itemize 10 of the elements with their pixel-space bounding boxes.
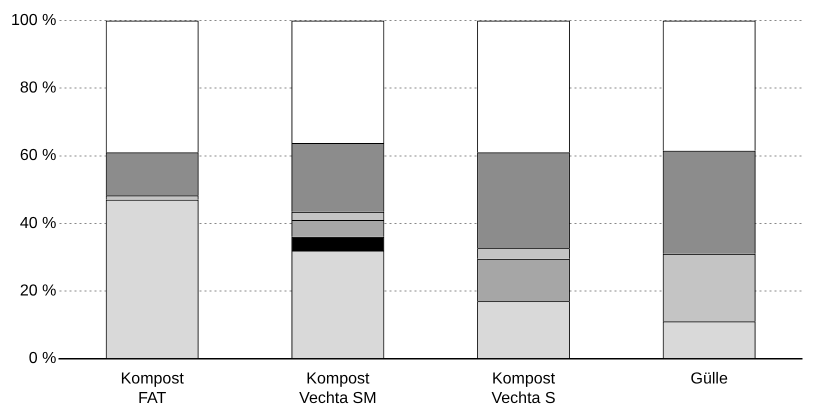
y-tick-label: 0 %	[28, 350, 56, 368]
y-tick-label: 80 %	[20, 80, 56, 97]
y-tick-label: 100 %	[10, 12, 56, 30]
x-tick-label: Gülle	[690, 370, 728, 388]
x-tick-label: Kompost Vechta S	[491, 370, 556, 407]
y-tick-label: 40 %	[20, 214, 56, 232]
y-tick-label: 20 %	[20, 282, 56, 300]
y-tick-label: 60 %	[20, 147, 56, 164]
x-tick-label: Kompost Vechta SM	[299, 370, 377, 407]
x-tick-label: Kompost FAT	[120, 370, 184, 407]
